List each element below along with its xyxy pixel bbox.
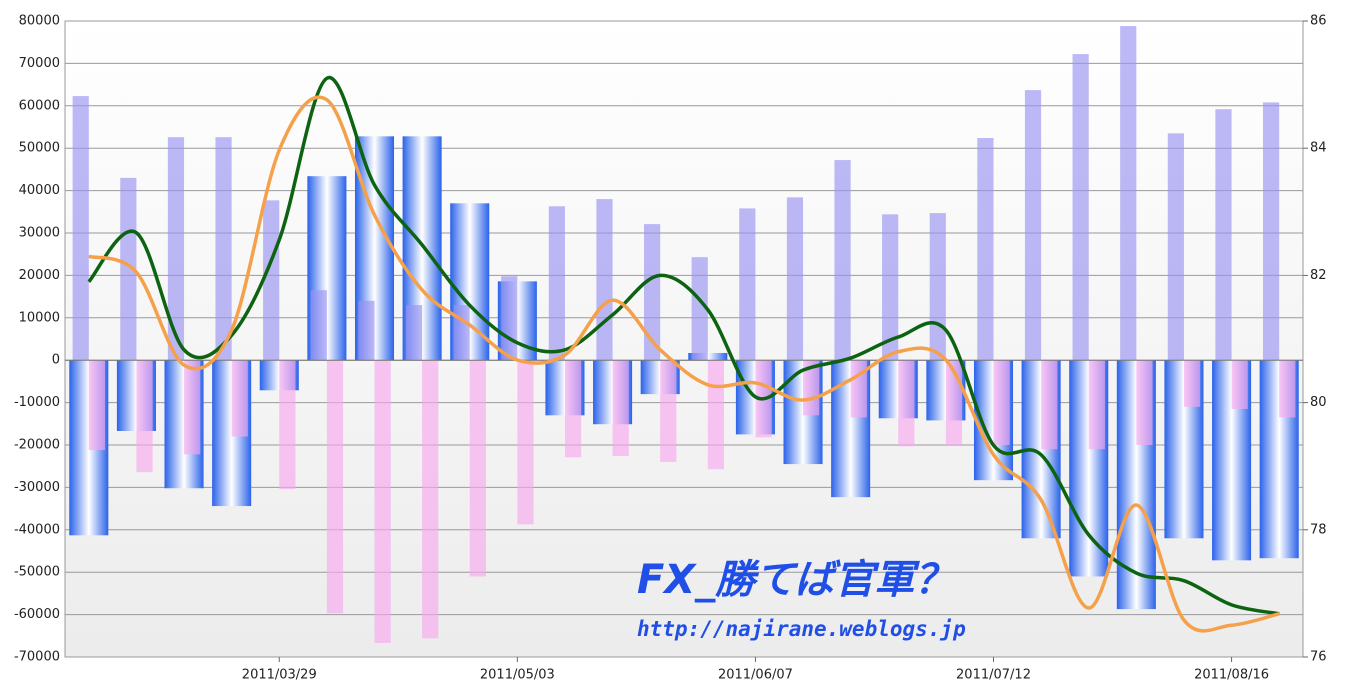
bar — [548, 206, 565, 361]
bar — [1231, 360, 1248, 409]
bar — [279, 360, 296, 490]
y2-tick-label: 76 — [1310, 650, 1327, 665]
bar — [1088, 360, 1105, 450]
bar — [501, 276, 518, 361]
bar — [1263, 102, 1280, 361]
y-tick-label: 0 — [52, 353, 60, 368]
bar — [469, 360, 486, 577]
bar — [422, 360, 439, 639]
x-tick-label: 2011/03/29 — [242, 668, 317, 683]
bar — [1167, 133, 1184, 361]
bar — [1072, 54, 1089, 361]
y-tick-label: -10000 — [14, 395, 60, 410]
watermark-title: FX_勝てば官軍？ — [637, 557, 954, 603]
bar — [72, 96, 89, 361]
y2-tick-label: 84 — [1310, 141, 1327, 156]
y2-tick-label: 82 — [1310, 268, 1327, 283]
bar — [929, 213, 946, 361]
bar — [834, 160, 851, 361]
bar — [1183, 360, 1201, 407]
bar — [1024, 90, 1042, 361]
line — [87, 76, 1280, 616]
bar — [136, 360, 153, 473]
bar — [326, 360, 344, 614]
y2-tick-label: 80 — [1310, 395, 1327, 410]
y-tick-label: 60000 — [19, 98, 60, 113]
y2-tick-label: 78 — [1310, 522, 1327, 537]
bar — [612, 360, 629, 457]
y-tick-label: 30000 — [19, 226, 60, 241]
bar — [644, 224, 661, 361]
bar — [215, 137, 232, 361]
bar — [803, 360, 820, 416]
line — [88, 95, 1280, 633]
bar — [1136, 360, 1153, 445]
bar — [850, 360, 867, 418]
bar — [660, 360, 677, 462]
bar — [596, 199, 613, 361]
bar — [1215, 109, 1232, 361]
y-tick-label: 70000 — [19, 56, 60, 71]
y-tick-label: 40000 — [19, 183, 60, 198]
bar — [882, 214, 899, 361]
bar — [993, 360, 1010, 445]
x-tick-label: 2011/08/16 — [1194, 668, 1269, 683]
bar — [453, 305, 470, 361]
bar — [120, 177, 137, 361]
bar — [374, 360, 391, 644]
bar — [564, 360, 582, 458]
bar — [358, 300, 375, 361]
bar — [231, 360, 248, 437]
y-tick-label: 50000 — [19, 141, 60, 156]
y-tick-label: -20000 — [14, 438, 60, 453]
bar — [1041, 360, 1058, 450]
bar — [310, 290, 327, 361]
bar — [739, 208, 756, 361]
y-tick-label: -70000 — [14, 650, 60, 665]
y-tick-label: 80000 — [19, 14, 60, 29]
bar — [167, 137, 185, 361]
y-tick-label: -60000 — [14, 607, 60, 622]
y-tick-label: 10000 — [19, 310, 60, 325]
y-tick-label: -50000 — [14, 565, 60, 580]
bar — [263, 200, 280, 361]
y-tick-label: -40000 — [14, 522, 60, 537]
bar — [405, 305, 423, 361]
bar — [1279, 360, 1296, 418]
bar — [517, 360, 534, 525]
x-tick-label: 2011/06/07 — [718, 668, 793, 683]
bar — [1120, 26, 1137, 361]
y2-tick-label: 86 — [1310, 14, 1327, 29]
bar — [688, 352, 728, 361]
y-tick-label: -30000 — [14, 480, 60, 495]
y-tick-label: 20000 — [19, 268, 60, 283]
x-tick-label: 2011/07/12 — [956, 668, 1031, 683]
bar — [786, 197, 804, 361]
watermark-url: http://najirane.weblogs.jp — [637, 617, 966, 641]
bar — [88, 360, 105, 451]
bar — [898, 360, 915, 447]
x-tick-label: 2011/05/03 — [480, 668, 555, 683]
bar — [977, 138, 994, 361]
bar — [691, 257, 708, 361]
bar — [184, 360, 201, 455]
bar — [707, 360, 724, 470]
